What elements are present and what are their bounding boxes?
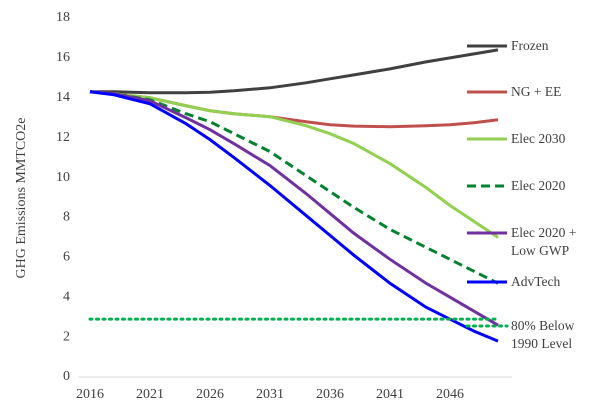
y-tick-label: 16	[56, 50, 70, 65]
y-tick-label: 18	[56, 10, 70, 25]
legend-label: AdvTech	[511, 274, 561, 289]
y-tick-label: 14	[56, 90, 70, 105]
y-tick-label: 4	[63, 289, 70, 304]
x-tick-label: 2036	[316, 387, 344, 402]
y-tick-label: 8	[63, 210, 70, 225]
legend-label: 80% Below 1990 Level	[511, 318, 575, 351]
series-line	[89, 90, 499, 327]
legend-label: Frozen	[511, 38, 549, 53]
series-line	[89, 90, 499, 343]
x-tick-label: 2016	[76, 387, 104, 402]
y-tick-label: 2	[63, 329, 70, 344]
x-tick-label: 2021	[136, 387, 164, 402]
y-tick-label: 10	[56, 170, 70, 185]
x-tick-label: 2046	[436, 387, 464, 402]
legend-label: NG + EE	[511, 84, 562, 99]
legend-label: Elec 2030	[511, 131, 566, 146]
legend-label: Elec 2020 + Low GWP	[511, 225, 577, 258]
y-tick-label: 12	[56, 130, 70, 145]
series-line	[89, 90, 499, 239]
series-line	[90, 48, 499, 95]
y-tick-label: 6	[63, 250, 70, 265]
series-line	[89, 90, 499, 285]
x-tick-label: 2026	[196, 387, 224, 402]
y-axis-label: GHG Emissions MMTCO2e	[14, 117, 29, 278]
x-tick-label: 2031	[256, 387, 284, 402]
y-tick-label: 0	[63, 369, 70, 384]
x-tick-label: 2041	[376, 387, 404, 402]
legend-label: Elec 2020	[511, 178, 566, 193]
